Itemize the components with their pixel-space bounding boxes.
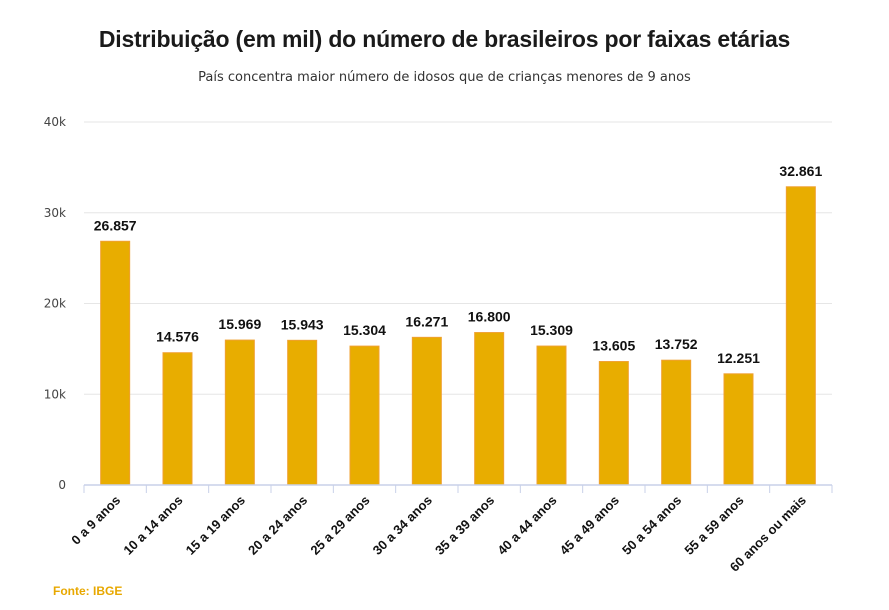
- chart-title: Distribuição (em mil) do número de brasi…: [98, 26, 791, 52]
- x-tick-label: 30 a 34 anos: [370, 493, 435, 558]
- x-tick-label: 20 a 24 anos: [245, 493, 310, 558]
- bar: [162, 352, 193, 486]
- data-label: 13.752: [655, 336, 698, 352]
- data-label: 15.309: [530, 322, 573, 338]
- data-label: 26.857: [94, 217, 137, 233]
- x-tick-label: 40 a 44 anos: [494, 493, 559, 558]
- y-tick-label: 40k: [44, 115, 66, 129]
- bar: [224, 339, 255, 486]
- x-tick-label: 0 a 9 anos: [68, 493, 123, 548]
- data-label: 12.251: [717, 350, 760, 366]
- data-label: 15.969: [218, 316, 261, 332]
- bar: [349, 345, 380, 486]
- x-tick-label: 25 a 29 anos: [307, 493, 372, 558]
- x-tick-label: 35 a 39 anos: [432, 493, 497, 558]
- bar: [100, 240, 131, 486]
- bar: [287, 339, 318, 486]
- x-tick-label: 10 a 14 anos: [120, 493, 185, 558]
- y-tick-label: 0: [58, 478, 66, 492]
- bar: [474, 332, 505, 486]
- data-label: 16.800: [468, 309, 511, 325]
- chart-subtitle: País concentra maior número de idosos qu…: [198, 70, 691, 85]
- y-axis-ticks: 0 10k 20k 30k 40k: [44, 115, 66, 492]
- data-label: 16.271: [405, 313, 448, 329]
- gridlines: [84, 121, 832, 395]
- bar: [598, 361, 629, 486]
- bar: [723, 373, 754, 486]
- x-tick-label: 50 a 54 anos: [619, 493, 684, 558]
- data-label: 15.943: [281, 316, 324, 332]
- x-tick-label: 55 a 59 anos: [681, 493, 746, 558]
- data-label: 15.304: [343, 322, 386, 338]
- bar: [411, 336, 442, 486]
- data-label: 13.605: [592, 338, 635, 354]
- x-axis: [83, 484, 833, 493]
- x-tick-label: 45 a 49 anos: [557, 493, 622, 558]
- bars: [100, 186, 816, 486]
- y-tick-label: 10k: [44, 387, 66, 401]
- y-tick-label: 20k: [44, 297, 66, 311]
- data-labels: 26.857 14.576 15.969 15.943 15.304 16.271 16.8…: [94, 163, 823, 366]
- x-tick-label: 15 a 19 anos: [183, 493, 248, 558]
- bar: [536, 345, 567, 486]
- bar: [785, 186, 816, 486]
- bar: [661, 359, 692, 486]
- y-tick-label: 30k: [44, 206, 66, 220]
- source-note: Fonte: IBGE: [53, 584, 123, 598]
- data-label: 32.861: [779, 163, 822, 179]
- data-label: 14.576: [156, 329, 199, 345]
